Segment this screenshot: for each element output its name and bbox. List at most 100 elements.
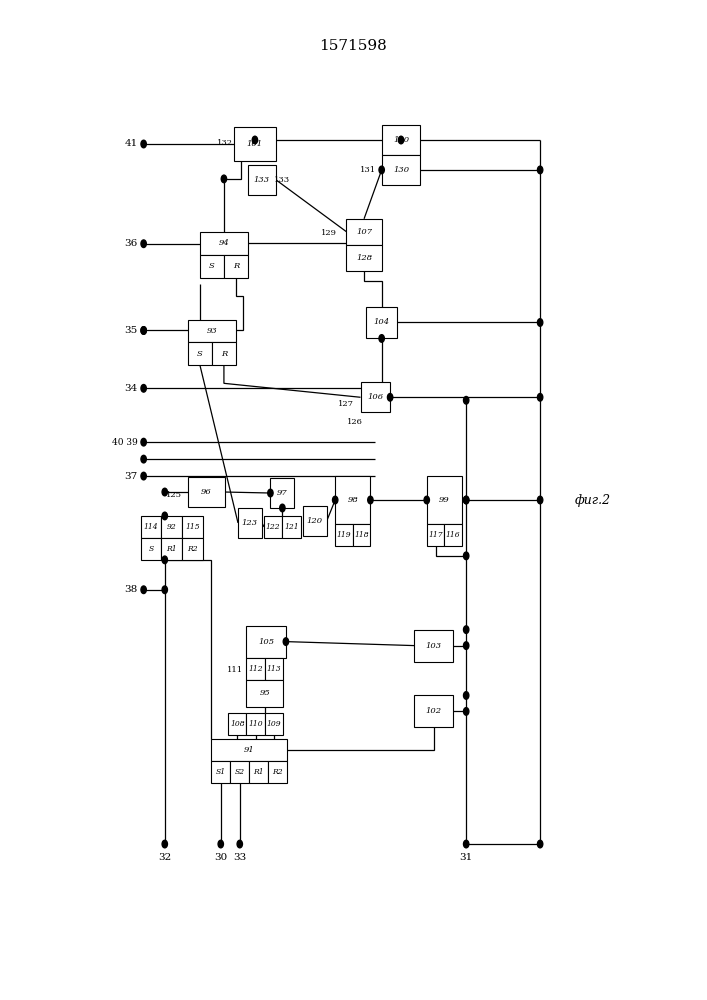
Text: 121: 121 bbox=[284, 523, 299, 531]
Bar bbox=[238, 508, 262, 538]
Text: 128: 128 bbox=[356, 254, 372, 262]
Text: 112: 112 bbox=[248, 665, 263, 673]
Text: 41: 41 bbox=[124, 139, 138, 148]
Bar bbox=[212, 342, 236, 365]
Text: 35: 35 bbox=[124, 326, 138, 335]
Text: R: R bbox=[221, 350, 227, 358]
Text: 107: 107 bbox=[356, 228, 372, 236]
Text: фиг.2: фиг.2 bbox=[575, 494, 611, 507]
Text: 117: 117 bbox=[428, 531, 443, 539]
Text: 111: 111 bbox=[227, 666, 243, 674]
Text: 100: 100 bbox=[393, 136, 409, 144]
Text: 34: 34 bbox=[124, 384, 138, 393]
Text: 101: 101 bbox=[247, 140, 263, 148]
Circle shape bbox=[379, 166, 385, 174]
Circle shape bbox=[237, 840, 243, 848]
Text: 127: 127 bbox=[339, 400, 354, 408]
Text: 95: 95 bbox=[259, 689, 270, 697]
Text: 110: 110 bbox=[248, 720, 263, 728]
Bar bbox=[161, 516, 182, 538]
Text: 133: 133 bbox=[254, 176, 270, 184]
Text: 33: 33 bbox=[233, 853, 247, 862]
Text: 92: 92 bbox=[167, 523, 177, 531]
Bar bbox=[353, 524, 370, 546]
Circle shape bbox=[464, 496, 469, 504]
Circle shape bbox=[368, 496, 373, 504]
Bar bbox=[361, 382, 390, 412]
Text: 97: 97 bbox=[277, 489, 288, 497]
Text: 116: 116 bbox=[446, 531, 460, 539]
Text: 94: 94 bbox=[218, 239, 229, 247]
Bar bbox=[366, 307, 397, 338]
Bar bbox=[382, 125, 421, 155]
Circle shape bbox=[284, 638, 288, 645]
Text: S1: S1 bbox=[216, 768, 226, 776]
Bar bbox=[141, 538, 161, 560]
Circle shape bbox=[537, 166, 543, 174]
Circle shape bbox=[141, 472, 146, 480]
Bar bbox=[247, 658, 264, 680]
Circle shape bbox=[464, 642, 469, 649]
Text: 125: 125 bbox=[166, 491, 182, 499]
Bar bbox=[335, 476, 370, 524]
Circle shape bbox=[218, 840, 223, 848]
Circle shape bbox=[141, 385, 146, 392]
Bar bbox=[247, 626, 286, 658]
Circle shape bbox=[398, 136, 404, 144]
Text: 114: 114 bbox=[144, 523, 158, 531]
Text: 30: 30 bbox=[214, 853, 228, 862]
Text: 130: 130 bbox=[393, 166, 409, 174]
Bar bbox=[247, 680, 283, 707]
Bar bbox=[382, 155, 421, 185]
Text: 32: 32 bbox=[158, 853, 171, 862]
Bar bbox=[282, 516, 300, 538]
Bar bbox=[427, 524, 444, 546]
Bar bbox=[234, 127, 276, 161]
Text: 106: 106 bbox=[367, 393, 383, 401]
Bar bbox=[427, 476, 462, 524]
Text: R2: R2 bbox=[187, 545, 198, 553]
Bar bbox=[248, 165, 276, 195]
Circle shape bbox=[162, 840, 168, 848]
Circle shape bbox=[464, 496, 469, 504]
Text: 119: 119 bbox=[337, 531, 351, 539]
Circle shape bbox=[464, 708, 469, 715]
Text: R: R bbox=[233, 262, 239, 270]
Bar bbox=[247, 713, 264, 735]
Bar bbox=[444, 524, 462, 546]
Bar bbox=[200, 232, 248, 255]
Circle shape bbox=[141, 140, 146, 148]
Bar bbox=[211, 761, 230, 783]
Circle shape bbox=[141, 455, 146, 463]
Circle shape bbox=[537, 496, 543, 504]
Circle shape bbox=[464, 396, 469, 404]
Text: 133: 133 bbox=[274, 176, 290, 184]
Bar bbox=[268, 761, 287, 783]
Text: 104: 104 bbox=[373, 318, 390, 326]
Text: 40 39: 40 39 bbox=[112, 438, 138, 447]
Text: S: S bbox=[148, 545, 154, 553]
Circle shape bbox=[141, 586, 146, 594]
Text: R1: R1 bbox=[166, 545, 177, 553]
Text: 37: 37 bbox=[124, 472, 138, 481]
Text: 118: 118 bbox=[354, 531, 369, 539]
Text: 102: 102 bbox=[426, 707, 442, 715]
Text: R1: R1 bbox=[254, 768, 264, 776]
Text: 1571598: 1571598 bbox=[320, 39, 387, 53]
Circle shape bbox=[280, 504, 285, 512]
Bar bbox=[270, 478, 294, 508]
Bar bbox=[414, 630, 453, 662]
Circle shape bbox=[379, 335, 385, 342]
Text: 120: 120 bbox=[307, 517, 323, 525]
Bar bbox=[264, 713, 283, 735]
Bar bbox=[182, 516, 203, 538]
Bar bbox=[303, 506, 327, 536]
Text: 91: 91 bbox=[244, 746, 255, 754]
Text: S2: S2 bbox=[235, 768, 245, 776]
Text: S: S bbox=[197, 350, 203, 358]
Bar bbox=[211, 739, 287, 761]
Bar bbox=[161, 538, 182, 560]
Text: 126: 126 bbox=[347, 418, 363, 426]
Text: S: S bbox=[209, 262, 215, 270]
Circle shape bbox=[464, 552, 469, 560]
